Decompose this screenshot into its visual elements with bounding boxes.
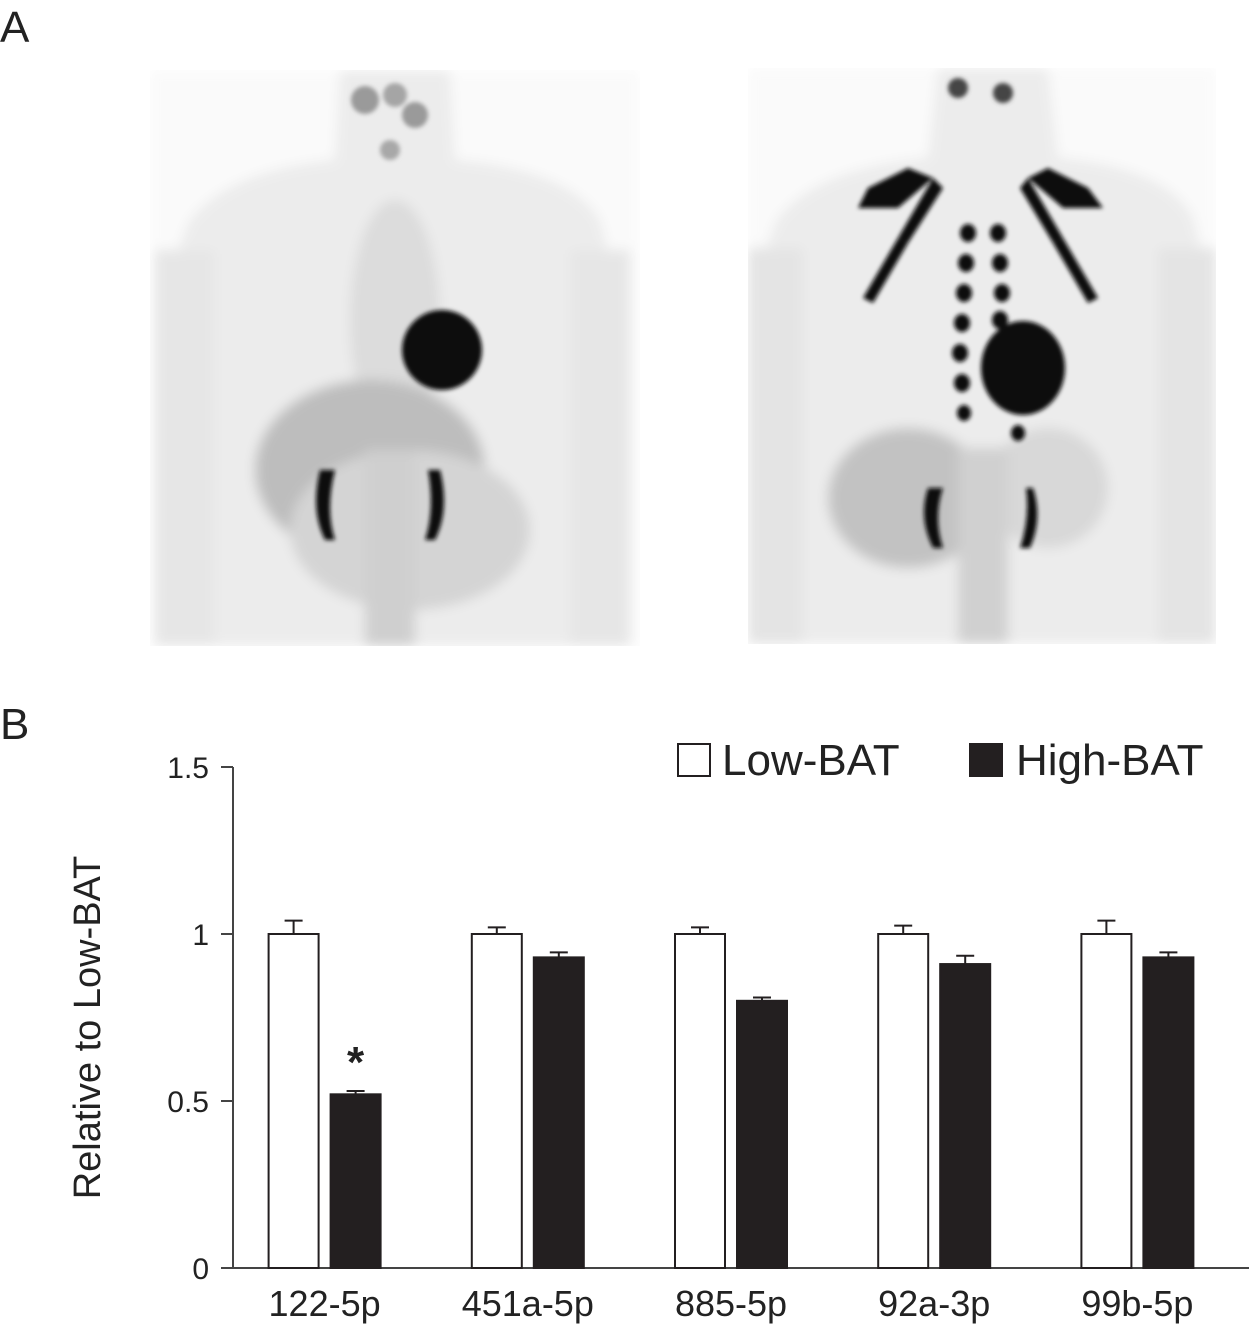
bar-low-bat-885-5p (674, 933, 726, 1269)
category-label: 122-5p (269, 1283, 381, 1324)
y-tick-label: 0.5 (167, 1086, 209, 1119)
legend-swatch-high-bat (969, 743, 1003, 777)
pet-scan-high-bat (748, 68, 1216, 644)
panel-label-b: B (0, 700, 30, 749)
significance-asterisk: * (347, 1038, 365, 1087)
bar-chart: 0 0.5 1 1.5 122-5p 451a-5p 885-5p 92a-3p 99b-5p… (67, 736, 1249, 1324)
bar-high-bat-451a-5p (532, 956, 585, 1269)
panel-label-a: A (0, 3, 30, 52)
bar-low-bat-122-5p (267, 933, 320, 1269)
bar-high-bat-99b-5p (1142, 956, 1195, 1269)
legend-label-high-bat: High-BAT (1016, 736, 1203, 785)
bar-high-bat-122-5p (329, 1093, 382, 1269)
y-tick-label: 1.5 (167, 752, 209, 785)
y-axis-label: Relative to Low-BAT (67, 856, 109, 1200)
bar-low-bat-451a-5p (470, 933, 523, 1269)
category-label: 99b-5p (1081, 1283, 1193, 1324)
bar-high-bat-92a-3p (939, 963, 992, 1269)
pet-scan-low-bat (150, 70, 640, 646)
legend-label-low-bat: Low-BAT (722, 736, 900, 785)
category-labels: 122-5p 451a-5p 885-5p 92a-3p 99b-5p (269, 1283, 1194, 1324)
category-label: 92a-3p (878, 1283, 990, 1324)
bars (267, 933, 1195, 1269)
bar-low-bat-92a-3p (877, 933, 930, 1269)
bar-high-bat-885-5p (736, 999, 788, 1269)
bar-low-bat-99b-5p (1080, 933, 1133, 1269)
category-label: 885-5p (675, 1283, 787, 1324)
y-tick-label: 1 (192, 919, 209, 952)
category-label: 451a-5p (462, 1283, 594, 1324)
legend-swatch-low-bat (677, 743, 711, 777)
legend: Low-BAT High-BAT (677, 736, 1203, 785)
y-ticks: 0 0.5 1 1.5 (167, 752, 233, 1286)
error-bars (284, 919, 1178, 1095)
y-tick-label: 0 (192, 1253, 209, 1286)
